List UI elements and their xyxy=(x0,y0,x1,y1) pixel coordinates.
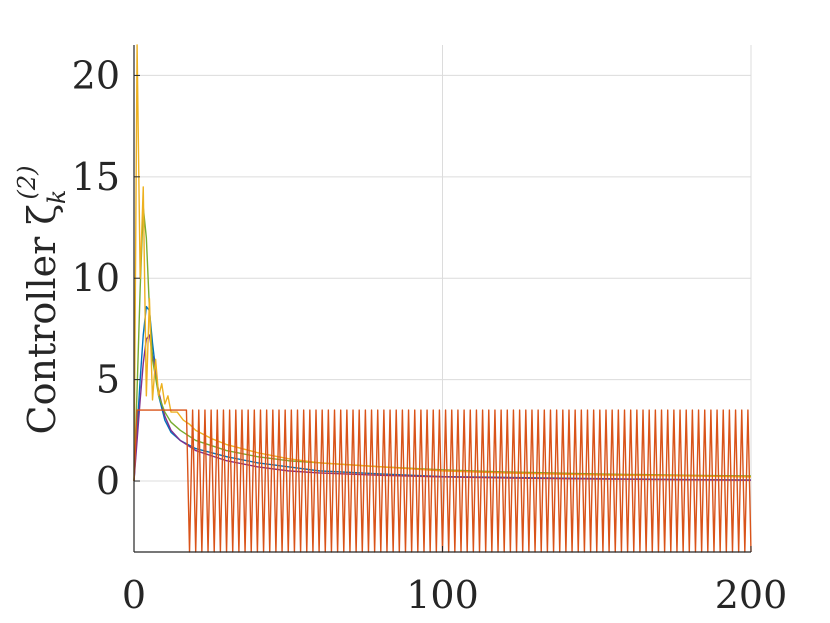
y-axis-label-subscript: k xyxy=(43,190,71,205)
y-tick-label-2: 10 xyxy=(72,256,120,300)
x-tick-label-2: 200 xyxy=(715,573,788,617)
series-line-1 xyxy=(133,334,752,482)
y-tick-label-0: 0 xyxy=(96,459,120,503)
y-tick-label-4: 20 xyxy=(72,53,120,97)
x-tick-label-1: 100 xyxy=(406,573,479,617)
series-layer xyxy=(133,44,752,553)
y-axis-label-superscript: (2) xyxy=(13,166,41,200)
series-line-2 xyxy=(133,206,752,482)
y-tick-label-1: 5 xyxy=(96,358,120,402)
y-tick-label-3: 15 xyxy=(72,155,120,199)
y-axis-label-main: Controller ζ xyxy=(20,204,64,434)
y-axis-label: Controller ζk(2) xyxy=(13,166,71,435)
series-line-3 xyxy=(133,44,752,482)
x-tick-label-0: 0 xyxy=(122,573,146,617)
series-line-4 xyxy=(133,409,752,553)
